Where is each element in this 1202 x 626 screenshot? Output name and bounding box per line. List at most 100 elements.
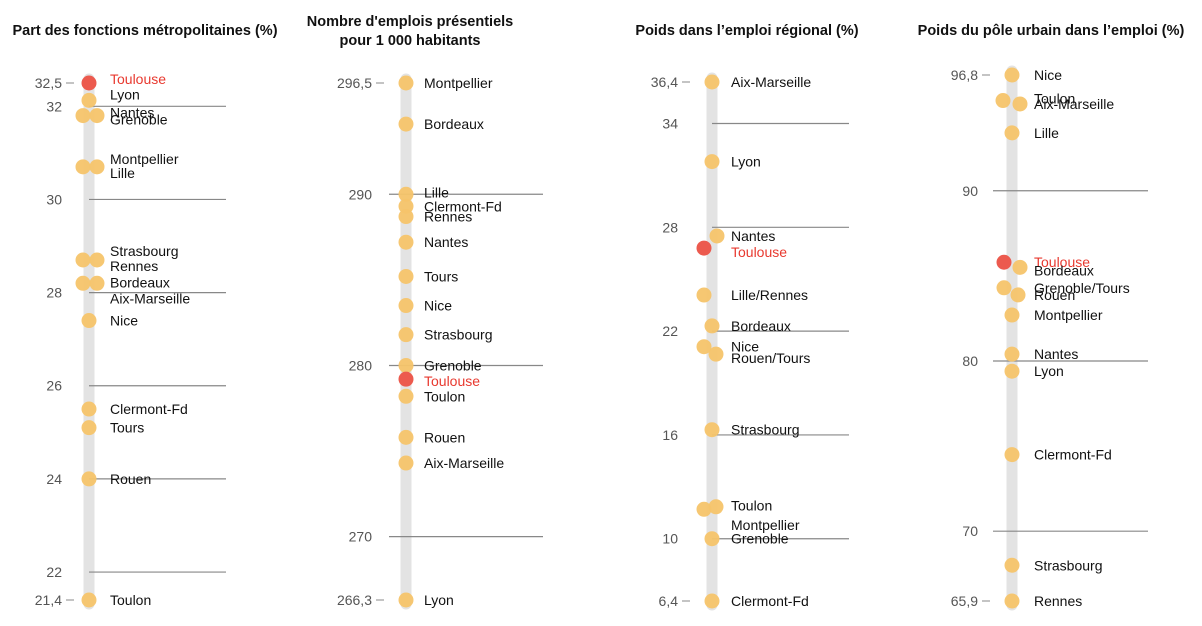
point-aix-marseille bbox=[704, 74, 720, 90]
data-label-strasbourg: Strasbourg bbox=[110, 243, 178, 259]
data-label-aix-marseille: Aix-Marseille bbox=[1034, 96, 1114, 112]
point-montpellier bbox=[75, 159, 91, 175]
tick-label: 6,4 bbox=[659, 593, 679, 609]
data-label-toulon: Toulon bbox=[1034, 91, 1075, 107]
data-label-clermont-fd: Clermont-Fd bbox=[731, 593, 809, 609]
point-grenoble bbox=[89, 108, 105, 124]
data-label-montpellier: Montpellier bbox=[731, 517, 800, 533]
point-lille bbox=[89, 159, 105, 175]
point-strasbourg bbox=[704, 422, 720, 438]
data-label-tours: Tours bbox=[110, 420, 144, 436]
chart-2-title-line2: pour 1 000 habitants bbox=[339, 33, 481, 49]
data-label-montpellier: Montpellier bbox=[110, 151, 179, 167]
data-label-rouen: Rouen bbox=[424, 429, 465, 445]
data-label-lyon: Lyon bbox=[110, 86, 140, 102]
tick-label: 96,8 bbox=[951, 67, 978, 83]
point-lille bbox=[398, 186, 414, 202]
data-label-lille: Lille bbox=[424, 184, 449, 200]
tick-label: 80 bbox=[962, 353, 978, 369]
tick-label: 16 bbox=[662, 427, 678, 443]
data-label-nice: Nice bbox=[1034, 67, 1062, 83]
point-rouen bbox=[81, 471, 97, 487]
data-label-aix-marseille: Aix-Marseille bbox=[731, 74, 811, 90]
data-label-clermont-fd: Clermont-Fd bbox=[1034, 447, 1112, 463]
data-label-rouen: Rouen bbox=[1034, 287, 1075, 303]
tick-label: 34 bbox=[662, 116, 678, 132]
data-label-toulon: Toulon bbox=[424, 388, 465, 404]
chart-1-title: Part des fonctions métropolitaines (%) bbox=[12, 23, 278, 39]
point-lyon bbox=[1004, 363, 1020, 379]
tick-label: 10 bbox=[662, 531, 678, 547]
data-label-lyon: Lyon bbox=[424, 592, 454, 608]
point-bordeaux bbox=[398, 116, 414, 132]
tick-label: 70 bbox=[962, 523, 978, 539]
point-nantes bbox=[1004, 346, 1020, 362]
data-label-grenoble: Grenoble bbox=[110, 112, 168, 128]
data-label-toulon: Toulon bbox=[110, 592, 151, 608]
tick-label: 266,3 bbox=[337, 592, 372, 608]
point-lille-rennes bbox=[696, 287, 712, 303]
tick-label: 90 bbox=[962, 183, 978, 199]
data-label-lille: Lille bbox=[110, 165, 135, 181]
point-grenoble bbox=[398, 357, 414, 373]
data-label-bordeaux: Bordeaux bbox=[731, 318, 791, 334]
point-lille bbox=[1004, 125, 1020, 141]
point-rouen bbox=[1010, 287, 1026, 303]
data-label-lille: Lille bbox=[1034, 125, 1059, 141]
point-aix-marseille bbox=[398, 455, 414, 471]
point-nantes bbox=[398, 234, 414, 250]
point-nice bbox=[1004, 67, 1020, 83]
data-label-tours: Tours bbox=[424, 268, 458, 284]
data-label-clermont-fd: Clermont-Fd bbox=[110, 401, 188, 417]
point-strasbourg bbox=[1004, 557, 1020, 573]
point-bordeaux bbox=[704, 318, 720, 334]
data-label-nice: Nice bbox=[110, 313, 138, 329]
point-rouen bbox=[398, 429, 414, 445]
data-label-rouen-tours: Rouen/Tours bbox=[731, 350, 810, 366]
chart-2: 296,5 290 280 270 266,3 Montpellier Bordeaux Li… bbox=[337, 73, 543, 610]
point-toulouse bbox=[81, 75, 97, 91]
data-label-montpellier: Montpellier bbox=[424, 75, 493, 91]
point-montpellier bbox=[1004, 307, 1020, 323]
tick-label: 290 bbox=[349, 186, 373, 202]
point-toulouse bbox=[398, 371, 414, 387]
data-label-toulouse: Toulouse bbox=[731, 244, 787, 260]
data-label-strasbourg: Strasbourg bbox=[731, 422, 799, 438]
point-nantes bbox=[709, 228, 725, 244]
point-aix-marseille bbox=[89, 275, 105, 291]
data-label-bordeaux: Bordeaux bbox=[110, 274, 170, 290]
point-toulon bbox=[995, 93, 1011, 109]
data-label-nantes: Nantes bbox=[1034, 346, 1078, 362]
data-label-bordeaux: Bordeaux bbox=[424, 116, 484, 132]
point-toulouse bbox=[696, 240, 712, 256]
tick-label: 296,5 bbox=[337, 75, 372, 91]
tick-label: 22 bbox=[46, 564, 62, 580]
point-nice bbox=[81, 313, 97, 329]
point-clermont-fd bbox=[1004, 447, 1020, 463]
data-label-nantes: Nantes bbox=[731, 228, 775, 244]
point-toulon bbox=[696, 501, 712, 517]
data-label-toulouse: Toulouse bbox=[1034, 254, 1090, 270]
data-label-rennes: Rennes bbox=[1034, 593, 1082, 609]
data-label-grenoble: Grenoble bbox=[731, 531, 789, 547]
chart-3: 36,4 34 28 22 16 10 6,4 Aix-Marseille Lyon Nantes… bbox=[651, 72, 849, 611]
tick-label: 36,4 bbox=[651, 74, 678, 90]
tick-label: 26 bbox=[46, 378, 62, 394]
point-clermont-fd bbox=[81, 401, 97, 417]
tick-label: 24 bbox=[46, 471, 62, 487]
point-aix-marseille bbox=[1012, 96, 1028, 112]
data-label-rennes: Rennes bbox=[424, 209, 472, 225]
point-clermont-fd bbox=[704, 593, 720, 609]
point-lyon bbox=[704, 154, 720, 170]
data-label-rouen: Rouen bbox=[110, 471, 151, 487]
chart-2-title: Nombre d'emplois présentiels pour 1 000 h… bbox=[300, 13, 520, 51]
point-grenoble bbox=[704, 531, 720, 547]
tick-label: 32,5 bbox=[35, 75, 62, 91]
data-label-toulon: Toulon bbox=[731, 497, 772, 513]
data-label-nice: Nice bbox=[731, 339, 759, 355]
point-lyon bbox=[398, 592, 414, 608]
point-nantes bbox=[75, 108, 91, 124]
point-strasbourg bbox=[75, 252, 91, 268]
